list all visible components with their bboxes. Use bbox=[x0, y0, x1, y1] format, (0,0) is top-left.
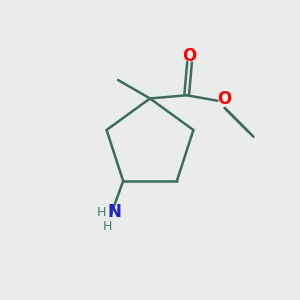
Text: O: O bbox=[182, 47, 197, 65]
Text: N: N bbox=[107, 203, 121, 221]
Text: O: O bbox=[217, 90, 231, 108]
Text: H: H bbox=[97, 206, 106, 219]
Text: H: H bbox=[103, 220, 112, 233]
